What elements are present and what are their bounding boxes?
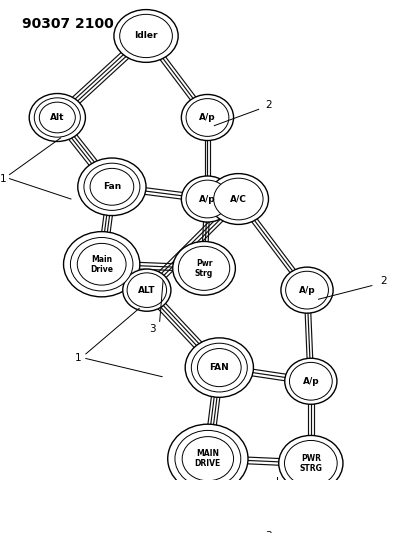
Ellipse shape <box>173 241 235 295</box>
Text: A/C: A/C <box>230 195 247 204</box>
Text: 3: 3 <box>149 325 156 335</box>
Text: A/p: A/p <box>199 195 216 204</box>
Ellipse shape <box>123 269 171 311</box>
Text: ALT: ALT <box>138 286 155 295</box>
Text: PWR
STRG: PWR STRG <box>300 454 322 473</box>
Text: Fan: Fan <box>103 182 121 191</box>
Ellipse shape <box>127 273 166 308</box>
Ellipse shape <box>63 232 140 297</box>
Ellipse shape <box>90 168 134 205</box>
Text: Pwr
Strg: Pwr Strg <box>195 259 213 278</box>
Ellipse shape <box>114 10 178 62</box>
Text: 3: 3 <box>266 531 272 533</box>
Ellipse shape <box>39 102 75 133</box>
Ellipse shape <box>186 99 229 136</box>
Text: A/p: A/p <box>299 286 315 295</box>
Ellipse shape <box>168 424 248 493</box>
Ellipse shape <box>182 94 234 141</box>
Ellipse shape <box>178 246 230 290</box>
Ellipse shape <box>78 158 146 215</box>
Text: 1: 1 <box>75 353 81 364</box>
Text: A/p: A/p <box>302 377 319 386</box>
Text: Main
Drive: Main Drive <box>90 255 113 274</box>
Ellipse shape <box>84 163 140 211</box>
Text: A/p: A/p <box>199 113 216 122</box>
Ellipse shape <box>208 174 269 224</box>
Ellipse shape <box>289 362 332 400</box>
Text: 90307 2100: 90307 2100 <box>22 17 113 31</box>
Ellipse shape <box>214 178 263 220</box>
Text: Alt: Alt <box>50 113 65 122</box>
Ellipse shape <box>197 349 241 386</box>
Ellipse shape <box>286 271 328 309</box>
Ellipse shape <box>29 93 85 141</box>
Text: 2: 2 <box>380 276 387 286</box>
Ellipse shape <box>175 430 241 487</box>
Ellipse shape <box>186 180 229 218</box>
Ellipse shape <box>77 244 126 285</box>
Text: 1: 1 <box>0 174 6 184</box>
Ellipse shape <box>182 437 234 481</box>
Ellipse shape <box>34 98 80 137</box>
Ellipse shape <box>281 267 333 313</box>
Text: FAN: FAN <box>210 363 229 372</box>
Text: 2: 2 <box>266 100 272 110</box>
Ellipse shape <box>284 440 337 486</box>
Ellipse shape <box>191 343 247 392</box>
Ellipse shape <box>279 435 343 491</box>
Ellipse shape <box>185 338 254 397</box>
Ellipse shape <box>120 14 173 58</box>
Ellipse shape <box>70 238 133 291</box>
Text: MAIN
DRIVE: MAIN DRIVE <box>195 449 221 469</box>
Text: Idler: Idler <box>134 31 158 41</box>
Ellipse shape <box>285 358 337 404</box>
Ellipse shape <box>182 176 234 222</box>
